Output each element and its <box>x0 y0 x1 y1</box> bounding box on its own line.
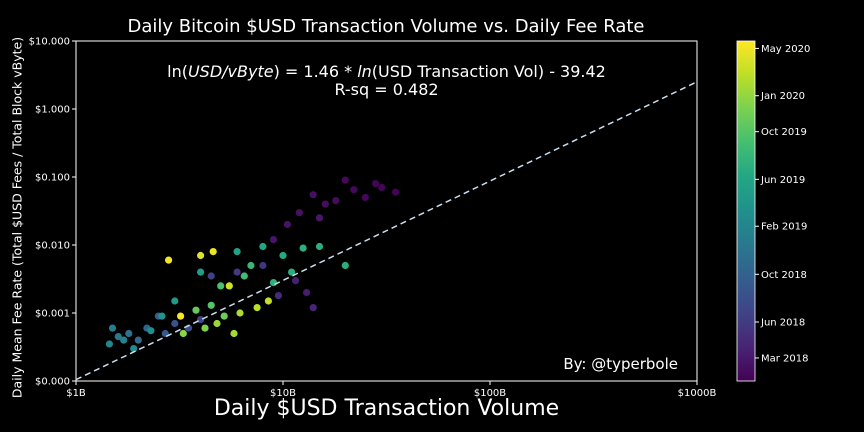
data-point <box>213 319 221 328</box>
data-point <box>134 336 142 344</box>
data-point <box>315 242 324 251</box>
y-tick-label: $0.001 <box>35 309 70 320</box>
data-point <box>288 268 296 276</box>
data-point <box>197 251 205 260</box>
y-tick-label: $0.000 <box>35 377 70 388</box>
data-point <box>309 304 317 312</box>
y-tick-label: $0.100 <box>35 173 70 184</box>
data-point <box>207 301 215 309</box>
data-point <box>165 256 173 264</box>
y-tick-label: $10.000 <box>29 37 70 48</box>
data-point <box>283 220 291 229</box>
data-point <box>236 309 244 317</box>
data-point <box>259 261 267 270</box>
data-point <box>315 214 324 222</box>
data-point <box>130 345 138 353</box>
data-point <box>197 268 205 276</box>
data-point <box>309 191 317 199</box>
data-point <box>341 176 349 184</box>
data-point <box>225 282 233 290</box>
x-tick-label: $10B <box>270 388 296 399</box>
colorbar-tick-label: Mar 2018 <box>761 353 809 364</box>
y-axis-ticks: $0.000 $0.001 $0.010 $0.100 $1.000 $10.000 <box>29 37 76 388</box>
data-point <box>341 261 349 270</box>
data-point <box>114 333 122 341</box>
data-point <box>274 292 282 300</box>
data-point <box>247 261 255 270</box>
colorbar-ticks: Mar 2018 Jun 2018 Oct 2018 Feb 2019 Jun 2019… <box>755 44 810 364</box>
colorbar-tick-label: Feb 2019 <box>761 222 807 233</box>
equation-prefix: ln( <box>167 62 188 81</box>
data-point <box>171 297 179 305</box>
data-point <box>220 312 228 320</box>
data-point <box>230 329 238 338</box>
data-point <box>201 324 209 332</box>
author-credit: By: @typerbole <box>563 355 678 373</box>
regression-equation: ln(USD/vByte) = 1.46 * ln(USD Transactio… <box>76 63 697 99</box>
x-axis-ticks: $1B $10B $100B $1000B <box>66 381 716 399</box>
data-points <box>105 176 400 353</box>
equation-suffix: (USD Transaction Vol) - 39.42 <box>371 62 606 81</box>
equation-italic: USD/vByte <box>187 62 274 81</box>
regression-line <box>75 81 698 381</box>
colorbar-tick-label: Oct 2019 <box>761 127 807 138</box>
data-point <box>120 336 128 344</box>
x-axis-label: Daily $USD Transaction Volume <box>213 396 560 421</box>
equation-line: ln(USD/vByte) = 1.46 * ln(USD Transactio… <box>76 63 697 81</box>
data-point <box>295 209 303 217</box>
x-tick-label: $1000B <box>678 388 717 399</box>
data-point <box>269 279 278 287</box>
data-point <box>378 183 386 192</box>
data-point <box>158 312 166 320</box>
colorbar-tick-label: Oct 2018 <box>761 270 807 281</box>
colorbar <box>736 40 756 382</box>
data-point <box>105 340 113 348</box>
colorbar-tick-label: Jun 2018 <box>760 317 805 328</box>
data-point <box>303 288 311 297</box>
data-point <box>147 327 155 335</box>
data-point <box>177 312 185 320</box>
data-point <box>217 282 225 290</box>
data-point <box>350 186 358 194</box>
data-point <box>233 248 241 256</box>
r-squared: R-sq = 0.482 <box>334 80 439 99</box>
data-point <box>321 200 329 208</box>
chart-title: Daily Bitcoin $USD Transaction Volume vs… <box>127 16 645 37</box>
data-point <box>171 319 179 328</box>
data-point <box>207 272 215 280</box>
data-point <box>269 236 278 244</box>
data-point <box>264 297 272 305</box>
data-point <box>259 242 267 251</box>
data-point <box>179 329 187 338</box>
data-point <box>299 244 307 252</box>
data-point <box>279 251 287 260</box>
equation-ln: ln <box>357 62 372 81</box>
x-tick-label: $100B <box>474 388 506 399</box>
colorbar-tick-label: Jun 2019 <box>760 175 805 186</box>
data-point <box>253 304 261 312</box>
data-point <box>197 316 205 324</box>
data-point <box>372 180 380 188</box>
data-point <box>361 193 369 202</box>
data-point <box>192 306 200 314</box>
data-point <box>240 272 248 280</box>
x-tick-label: $1B <box>66 388 86 399</box>
y-tick-label: $1.000 <box>35 105 70 116</box>
plot-area <box>75 40 698 382</box>
data-point <box>209 248 217 256</box>
y-axis-label: Daily Mean Fee Rate (Total $USD Fees / T… <box>9 36 25 399</box>
data-point <box>108 324 117 332</box>
data-point <box>392 188 400 196</box>
equation-middle: ) = 1.46 * <box>273 62 358 81</box>
data-point <box>125 329 133 338</box>
data-point <box>332 197 340 205</box>
colorbar-tick-label: Jan 2020 <box>760 91 805 102</box>
data-point <box>292 277 300 285</box>
colorbar-tick-label: May 2020 <box>761 44 810 55</box>
data-point <box>233 268 241 276</box>
y-tick-label: $0.010 <box>35 241 70 252</box>
